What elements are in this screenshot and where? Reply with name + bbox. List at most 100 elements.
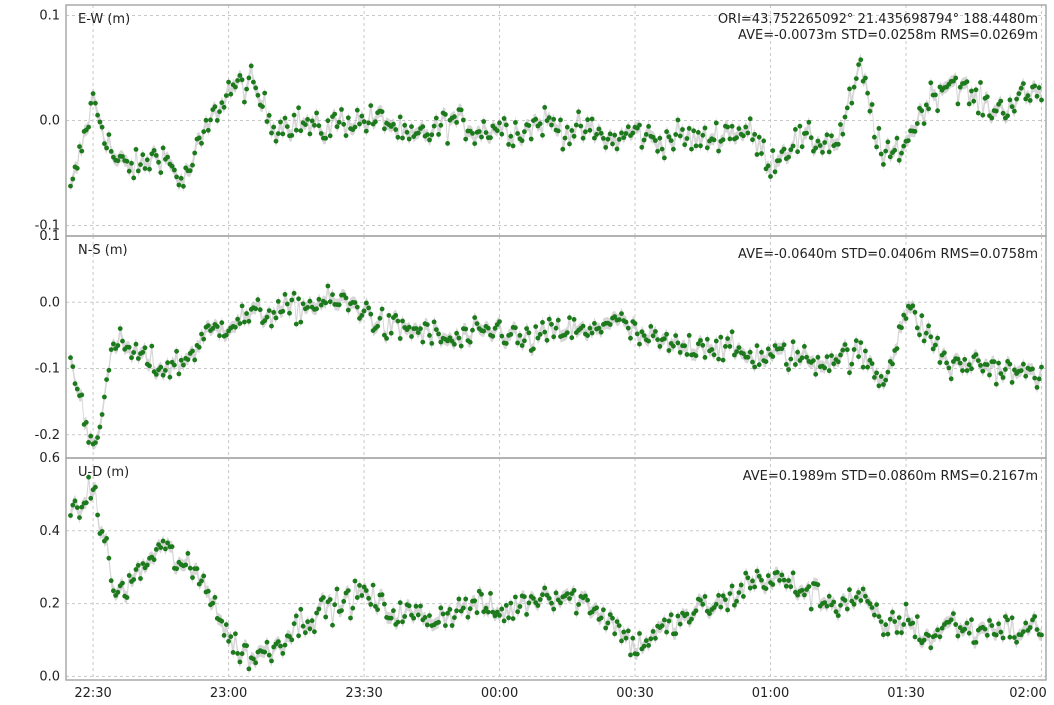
- data-point: [483, 605, 489, 611]
- data-point: [282, 292, 288, 297]
- data-point: [641, 137, 647, 143]
- data-point: [115, 589, 121, 595]
- data-point: [844, 606, 850, 612]
- data-point: [718, 604, 724, 610]
- data-point: [709, 347, 715, 352]
- data-point: [1009, 104, 1015, 110]
- data-point: [221, 633, 227, 638]
- data-point: [955, 101, 961, 107]
- data-point: [334, 124, 340, 130]
- data-point: [187, 168, 193, 174]
- data-point: [774, 569, 780, 575]
- data-point: [1007, 97, 1013, 103]
- data-point: [905, 138, 911, 144]
- data-point: [242, 319, 247, 325]
- data-point: [120, 154, 125, 159]
- data-point: [350, 605, 356, 611]
- data-point: [811, 358, 816, 363]
- data-point: [607, 612, 613, 617]
- data-point: [400, 619, 405, 625]
- data-point: [648, 324, 654, 329]
- data-point: [863, 348, 868, 354]
- data-point: [325, 118, 331, 124]
- data-point: [872, 612, 877, 618]
- data-point: [291, 112, 297, 118]
- data-point: [698, 597, 703, 603]
- data-point: [391, 121, 396, 127]
- data-point: [885, 631, 891, 637]
- data-point: [205, 588, 211, 594]
- data-point: [499, 333, 505, 339]
- data-point: [280, 308, 286, 314]
- data-point: [409, 334, 414, 339]
- data-point: [531, 596, 536, 601]
- data-point: [95, 112, 100, 118]
- data-point: [104, 145, 109, 151]
- data-point: [901, 622, 907, 627]
- data-point: [808, 606, 814, 612]
- data-point: [357, 583, 362, 588]
- data-point: [300, 301, 306, 307]
- data-point: [890, 609, 895, 615]
- data-point: [531, 346, 536, 352]
- data-point: [402, 614, 408, 619]
- data-point: [896, 615, 902, 620]
- data-point: [926, 633, 931, 638]
- data-point: [1000, 375, 1006, 380]
- panel-label: N-S (m): [78, 243, 128, 258]
- y-tick-label: 0.1: [39, 229, 60, 244]
- data-point: [713, 120, 719, 126]
- y-tick-label: 0.4: [39, 524, 60, 539]
- data-point: [549, 600, 554, 606]
- data-point: [930, 346, 936, 352]
- data-point: [892, 619, 898, 624]
- data-point: [90, 91, 96, 96]
- data-point: [795, 149, 800, 155]
- data-point: [404, 129, 410, 135]
- data-point: [700, 132, 706, 138]
- data-point: [293, 321, 299, 327]
- data-point: [524, 612, 529, 617]
- data-point: [1032, 83, 1038, 89]
- data-point: [393, 127, 399, 132]
- data-point: [653, 329, 658, 334]
- data-point: [711, 137, 717, 143]
- data-point: [975, 110, 981, 116]
- data-point: [989, 115, 995, 121]
- data-point: [957, 625, 963, 630]
- data-point: [546, 316, 552, 322]
- data-point: [729, 123, 735, 129]
- data-point: [795, 349, 800, 355]
- data-point: [368, 602, 374, 607]
- data-point: [420, 124, 426, 129]
- data-point: [966, 362, 972, 368]
- data-point: [70, 364, 76, 369]
- data-point: [571, 133, 577, 139]
- data-point: [174, 348, 180, 354]
- data-point: [323, 614, 329, 620]
- data-point: [264, 119, 270, 124]
- data-point: [97, 424, 103, 430]
- data-point: [233, 84, 238, 90]
- data-point: [379, 306, 385, 312]
- data-point: [79, 504, 85, 510]
- data-point: [515, 340, 520, 346]
- data-point: [612, 314, 618, 319]
- data-point: [178, 175, 184, 181]
- data-point: [745, 130, 751, 136]
- data-point: [720, 137, 726, 143]
- data-point: [271, 310, 277, 315]
- data-point: [117, 326, 123, 331]
- data-point: [899, 150, 904, 156]
- data-point: [1018, 368, 1024, 373]
- data-point: [598, 130, 604, 136]
- data-point: [894, 135, 900, 141]
- data-point: [239, 303, 245, 309]
- data-point: [546, 595, 552, 601]
- data-point: [725, 607, 730, 613]
- data-point: [826, 149, 832, 155]
- data-point: [869, 361, 875, 366]
- data-point: [126, 573, 132, 578]
- data-point: [989, 623, 995, 628]
- data-point: [865, 364, 870, 370]
